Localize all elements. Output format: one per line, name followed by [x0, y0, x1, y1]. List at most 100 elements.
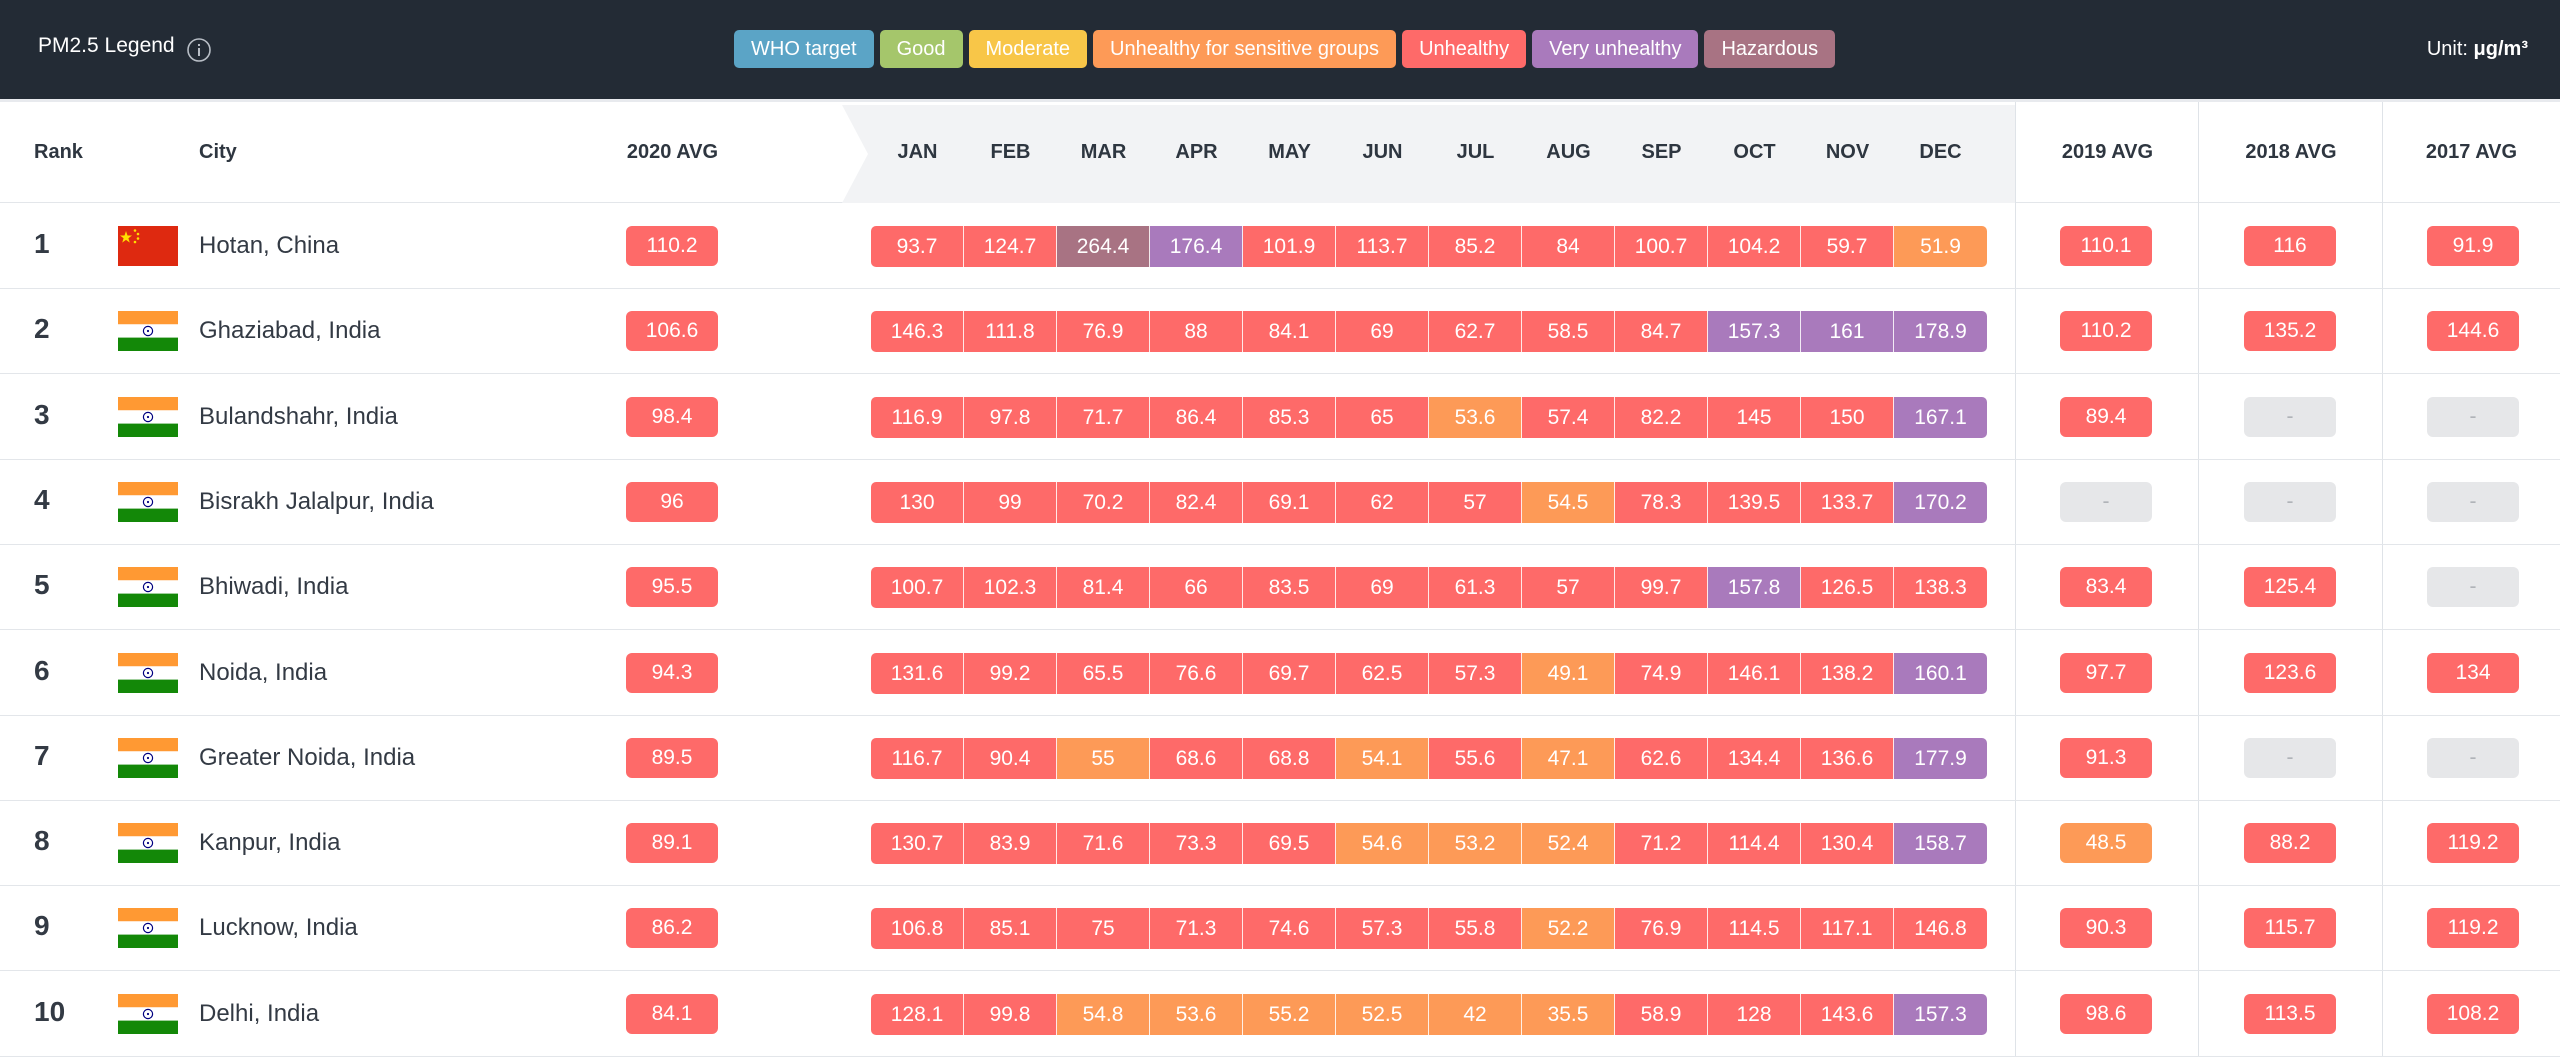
avg-2020-value: 89.1	[626, 823, 718, 864]
monthly-values: 131.6 99.2 65.5 76.6 69.7 62.5 57.3 49.1 74.9 146…	[871, 652, 1987, 694]
india-flag-icon	[118, 311, 178, 352]
month-value: 157.8	[1708, 567, 1801, 609]
table-row[interactable]: 3 Bulandshahr, India 98.4 116.9 97.8 71.7 86.4…	[0, 375, 2560, 460]
city-name[interactable]: Lucknow, India	[199, 914, 358, 942]
table-row[interactable]: 7 Greater Noida, India 89.5 116.7 90.4 55 68.6…	[0, 716, 2560, 801]
table-row[interactable]: 2 Ghaziabad, India 106.6 146.3 111.8 76.9 88 84…	[0, 289, 2560, 375]
header-month[interactable]: AUG	[1546, 141, 1591, 163]
month-value: 114.5	[1708, 908, 1801, 950]
month-value: 146.3	[871, 311, 964, 353]
month-value: 146.8	[1894, 908, 1987, 950]
header-month[interactable]: SEP	[1641, 141, 1682, 163]
avg-2020-value: 106.6	[626, 311, 718, 352]
city-name[interactable]: Greater Noida, India	[199, 743, 416, 771]
legend-chip: Very unhealthy	[1532, 30, 1699, 68]
table-row[interactable]: 8 Kanpur, India 89.1 130.7 83.9 71.6 73.3 69.5 5…	[0, 801, 2560, 887]
month-value: 81.4	[1057, 567, 1150, 609]
table-row[interactable]: 9 Lucknow, India 86.2 106.8 85.1 75 71.3 74.6 57…	[0, 886, 2560, 972]
avg-2017-value: 134	[2427, 652, 2519, 693]
avg-2018-value: 88.2	[2244, 823, 2336, 864]
info-icon[interactable]	[186, 37, 212, 63]
column-divider	[2015, 102, 2016, 1057]
month-value: 126.5	[1801, 567, 1894, 609]
row-rank: 2	[34, 313, 50, 345]
header-month[interactable]: MAY	[1268, 141, 1311, 163]
header-month[interactable]: JAN	[897, 141, 938, 163]
header-2020-avg[interactable]: 2020 AVG	[626, 141, 719, 163]
month-value: 82.4	[1150, 481, 1243, 523]
city-name[interactable]: Bulandshahr, India	[199, 402, 398, 430]
column-divider	[2382, 102, 2383, 1057]
avg-2017-value: -	[2427, 481, 2519, 522]
month-value: 100.7	[871, 567, 964, 609]
month-value: 53.2	[1429, 823, 1522, 865]
header-rank[interactable]: Rank	[34, 141, 83, 163]
table-row[interactable]: 5 Bhiwadi, India 95.5 100.7 102.3 81.4 66 83.5 6…	[0, 545, 2560, 631]
month-value: 102.3	[964, 567, 1057, 609]
header-2019-avg[interactable]: 2019 AVG	[2061, 141, 2154, 163]
month-value: 85.3	[1243, 396, 1336, 438]
row-rank: 5	[34, 569, 50, 601]
monthly-values: 106.8 85.1 75 71.3 74.6 57.3 55.8 52.2 76.9 114.5…	[871, 908, 1987, 950]
header-month[interactable]: APR	[1175, 141, 1218, 163]
header-month[interactable]: JUL	[1456, 141, 1495, 163]
header-month[interactable]: DEC	[1919, 141, 1962, 163]
month-value: 55.2	[1243, 993, 1336, 1035]
table-row[interactable]: 1 Hotan, China 110.2 93.7 124.7 264.4 176.4 101…	[0, 204, 2560, 289]
city-name[interactable]: Bisrakh Jalalpur, India	[199, 487, 434, 515]
month-value: 130	[871, 481, 964, 523]
month-value: 85.1	[964, 908, 1057, 950]
header-month[interactable]: MAR	[1080, 141, 1127, 163]
avg-2019-value: -	[2060, 481, 2152, 522]
month-value: 99.7	[1615, 567, 1708, 609]
avg-2018-value: 135.2	[2244, 311, 2336, 352]
header-city[interactable]: City	[199, 141, 237, 163]
city-name[interactable]: Noida, India	[199, 658, 328, 686]
avg-2019-value: 90.3	[2060, 908, 2152, 949]
india-flag-icon	[118, 737, 178, 778]
month-value: 74.9	[1615, 652, 1708, 694]
month-value: 62	[1336, 481, 1429, 523]
header-month[interactable]: NOV	[1825, 141, 1870, 163]
month-value: 85.2	[1429, 226, 1522, 267]
india-flag-icon	[118, 567, 178, 608]
month-value: 82.2	[1615, 396, 1708, 438]
month-value: 106.8	[871, 908, 964, 950]
legend-title: PM2.5 Legend	[38, 34, 175, 57]
header-month[interactable]: OCT	[1733, 141, 1776, 163]
header-2017-avg[interactable]: 2017 AVG	[2425, 141, 2518, 163]
header-2018-avg[interactable]: 2018 AVG	[2245, 141, 2337, 163]
month-value: 75	[1057, 908, 1150, 950]
header-month[interactable]: FEB	[990, 141, 1031, 163]
header-month[interactable]: JUN	[1362, 141, 1403, 163]
row-rank: 4	[34, 483, 50, 515]
avg-2018-value: -	[2244, 481, 2336, 522]
row-rank: 3	[34, 398, 50, 430]
month-value: 69	[1336, 567, 1429, 609]
avg-2017-value: -	[2427, 737, 2519, 778]
month-value: 134.4	[1708, 737, 1801, 779]
month-value: 170.2	[1894, 481, 1987, 523]
month-value: 54.5	[1522, 481, 1615, 523]
month-value: 76.9	[1615, 908, 1708, 950]
city-name[interactable]: Hotan, China	[199, 232, 340, 259]
avg-2017-value: -	[2427, 396, 2519, 437]
avg-2018-value: -	[2244, 396, 2336, 437]
month-value: 74.6	[1243, 908, 1336, 950]
table-row[interactable]: 6 Noida, India 94.3 131.6 99.2 65.5 76.6 69.7 62…	[0, 631, 2560, 716]
india-flag-icon	[118, 823, 178, 864]
table-row[interactable]: 10 Delhi, India 84.1 128.1 99.8 54.8 53.6 55.2 5…	[0, 972, 2560, 1057]
month-value: 117.1	[1801, 908, 1894, 950]
month-value: 62.6	[1615, 737, 1708, 779]
legend-chip: Good	[879, 30, 963, 68]
legend-chip: Unhealthy for sensitive groups	[1093, 30, 1397, 68]
avg-2018-value: 123.6	[2244, 652, 2336, 693]
table-row[interactable]: 4 Bisrakh Jalalpur, India 96 130 99 70.2 82.4 6…	[0, 460, 2560, 545]
city-name[interactable]: Kanpur, India	[199, 829, 341, 857]
avg-2018-value: 113.5	[2244, 993, 2336, 1034]
city-name[interactable]: Bhiwadi, India	[199, 573, 349, 601]
month-value: 57.3	[1336, 908, 1429, 950]
city-name[interactable]: Ghaziabad, India	[199, 317, 381, 345]
city-name[interactable]: Delhi, India	[199, 999, 320, 1027]
month-value: 104.2	[1708, 226, 1801, 267]
